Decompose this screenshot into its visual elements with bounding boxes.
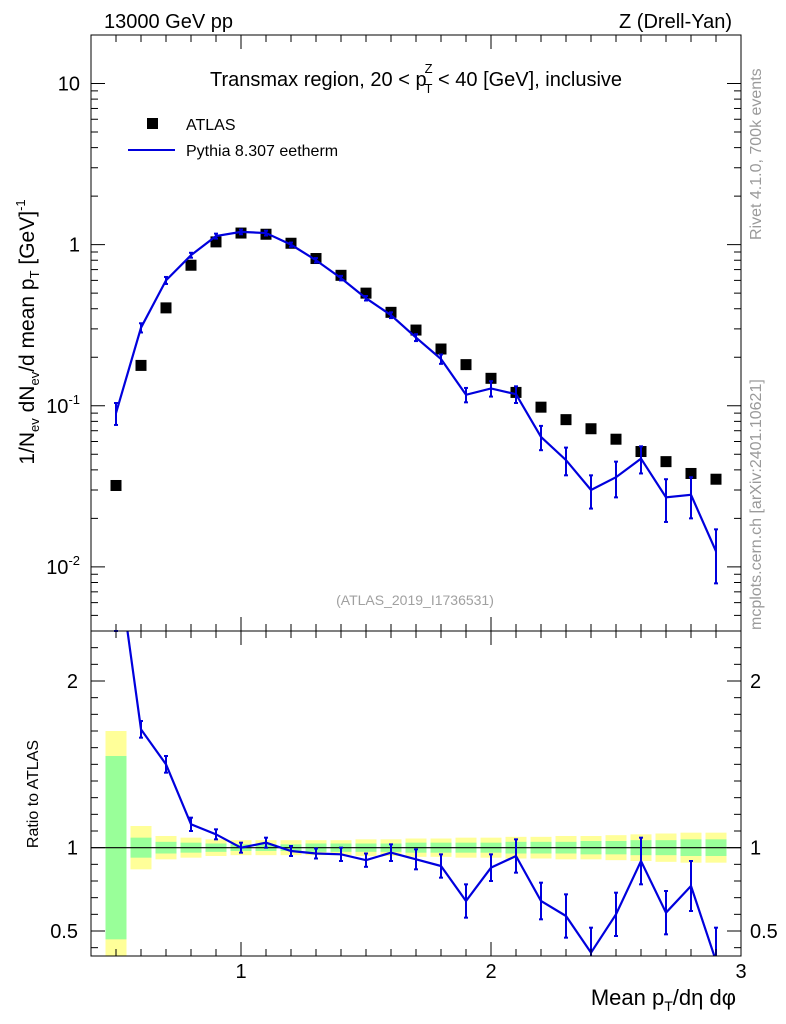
ratio-xtick-label: 2 [485, 961, 496, 983]
plot-title-suffix: < 40 [GeV], inclusive [432, 69, 622, 91]
ratio-ytick-label-right: 1 [750, 838, 761, 860]
atlas-marker [460, 359, 472, 371]
atlas-marker [435, 343, 447, 355]
main-panel: 10 1 10-1 10-2 Transmax region, 20 < pZ T < … [13, 34, 742, 632]
atlas-marker [110, 479, 122, 491]
main-ytick-label: 1 [69, 235, 80, 257]
analysis-watermark: (ATLAS_2019_I1736531) [336, 592, 494, 608]
ratio-ytick-label-left: 2 [67, 671, 78, 693]
rivet-version-label: Rivet 4.1.0, 700k events [748, 68, 765, 240]
ratio-ytick-label-right: 0.5 [750, 921, 778, 943]
plot-title: Transmax region, 20 < pZ T < 40 [GeV], in… [210, 61, 622, 96]
plot-title-sub: T [425, 81, 433, 96]
atlas-marker [685, 467, 697, 479]
ratio-xlabel-rest: /dη dφ [673, 985, 736, 1010]
main-ytick-label: 10-1 [46, 392, 80, 418]
plot-title-sup: Z [425, 61, 433, 76]
ratio-xtick-label: 3 [735, 961, 746, 983]
main-ticks: 10 1 10-1 10-2 [46, 34, 742, 632]
mc-series-line [114, 230, 718, 552]
ratio-xlabel-sub: T [664, 998, 673, 1014]
atlas-marker [660, 456, 672, 468]
ratio-panel: 2 2 1 1 0.5 0.5 1 2 3 Ratio to ATLAS Mean pT/dη … [25, 630, 778, 1014]
atlas-marker [560, 414, 572, 426]
atlas-marker [535, 401, 547, 413]
main-ytick-label: 10-2 [46, 553, 80, 579]
main-data-layer [110, 227, 722, 585]
atlas-marker [710, 473, 722, 485]
plot-title-prefix: Transmax region, 20 < p [210, 69, 427, 91]
atlas-marker [485, 372, 497, 384]
ratio-ytick-label-right: 2 [750, 671, 761, 693]
ratio-ytick-label-left: 0.5 [50, 921, 78, 943]
atlas-marker [585, 423, 597, 435]
ratio-ylabel: Ratio to ATLAS [25, 740, 42, 848]
main-ytick-label: 10 [58, 74, 80, 96]
ratio-xlabel: Mean pT/dη dφ [591, 985, 736, 1014]
ratio-xtick-label: 1 [235, 961, 246, 983]
ratio-xlabel-main: Mean p [591, 985, 664, 1010]
header-right: Z (Drell-Yan) [619, 11, 732, 33]
ratio-series-line [126, 631, 716, 956]
atlas-marker [360, 287, 372, 299]
ratio-data-layer [91, 630, 741, 956]
atlas-marker [160, 302, 172, 314]
atlas-marker [185, 259, 197, 271]
legend-label-mc: Pythia 8.307 eetherm [186, 143, 338, 160]
ratio-frame [90, 630, 742, 957]
mcplots-label: mcplots.cern.ch [arXiv:2401.10621] [748, 379, 765, 630]
atlas-marker [135, 359, 147, 371]
main-ylabel: 1/Nev dNev/d mean pT [GeV]-1 [13, 199, 42, 464]
atlas-marker [410, 324, 422, 336]
atlas-marker [210, 236, 222, 248]
ratio-ticks: 2 2 1 1 0.5 0.5 1 2 3 [50, 631, 778, 983]
atlas-marker [610, 433, 622, 445]
legend-marker-atlas [147, 118, 158, 129]
ratio-ytick-label-left: 1 [67, 838, 78, 860]
header-left: 13000 GeV pp [104, 11, 233, 33]
legend-label-atlas: ATLAS [186, 117, 236, 134]
